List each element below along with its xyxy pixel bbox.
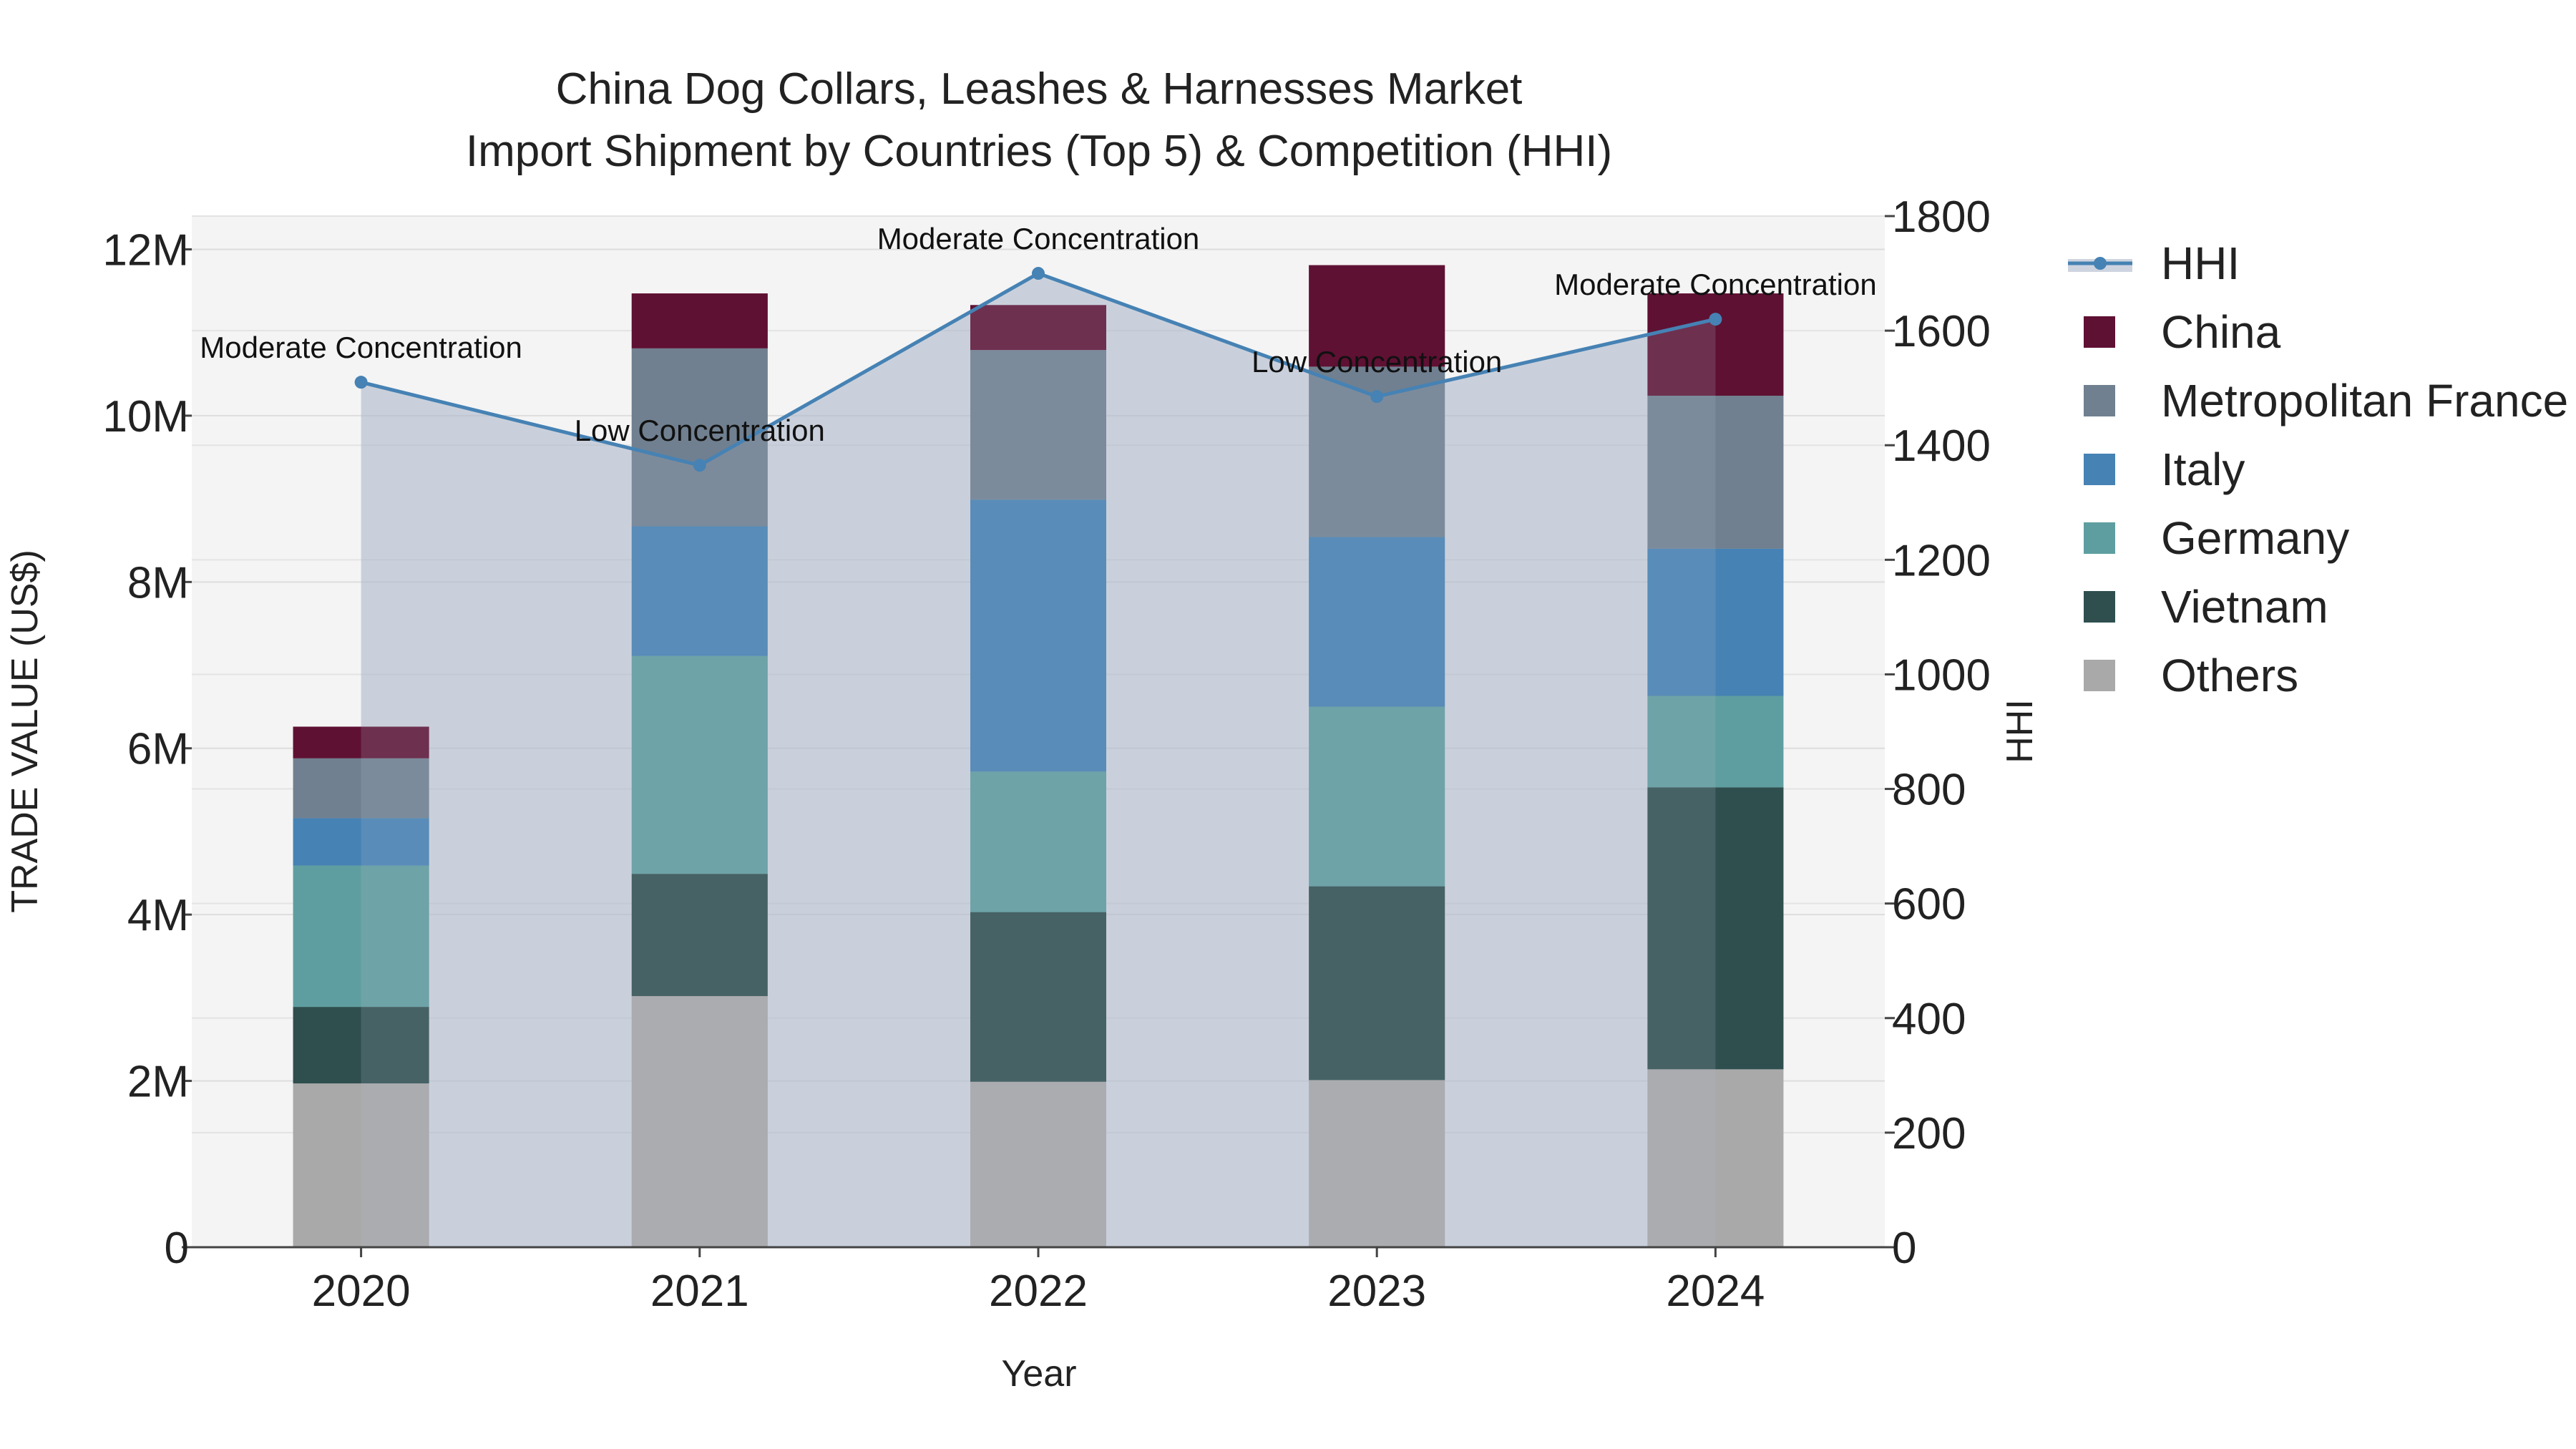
y2-tick-label: 800 [1892,766,1966,815]
legend-swatch-hhi-marker [2094,257,2107,270]
legend-swatch [2084,454,2115,485]
y2-tick-label: 1000 [1892,650,1991,700]
legend-swatch [2084,660,2115,691]
bar-germany-2022-overlay [970,771,1106,912]
bar-italy-2024-overlay [1647,548,1784,696]
y-tick-label: 12M [102,225,189,275]
legend: HHI China Metropolitan France Italy Germany V… [2068,238,2568,701]
y2-tick-label: 0 [1892,1224,1916,1273]
y-tick-label: 10M [102,392,189,441]
x-axis-title: Year [1001,1353,1076,1395]
y2-axis-ticks: 0 200 400 600 800 1000 1200 1400 1600 1800 [1885,192,1991,1273]
y-tick-label: 6M [127,725,189,774]
bar-metropolitan-france-2021-overlay [631,348,768,527]
y-tick-label: 2M [127,1058,189,1107]
bar-vietnam-2022-overlay [970,912,1106,1082]
legend-item-italy: Italy [2084,444,2245,495]
y-axis-ticks: 0 2M 4M 6M 8M 10M 12M [102,225,192,1273]
y2-tick-label: 1600 [1892,307,1991,356]
y2-tick-label: 1200 [1892,536,1991,585]
y2-tick-label: 1800 [1892,192,1991,242]
bar-china-2022-overlay [970,305,1106,351]
legend-label: China [2161,306,2281,358]
legend-item-vietnam: Vietnam [2084,581,2328,633]
bar-china-2023-overlay [1309,265,1445,367]
x-tick-label: 2022 [989,1267,1088,1316]
bar-vietnam-2020-overlay [293,1007,429,1084]
legend-swatch [2084,316,2115,348]
hhi-annotation-2023: Low Concentration [1252,345,1502,379]
bar-others-2024-overlay [1647,1069,1784,1247]
bar-germany-2021-overlay [631,655,768,874]
legend-label: Germany [2161,512,2349,564]
hhi-marker-2024 [1709,313,1722,326]
bar-vietnam-2021-overlay [631,874,768,997]
legend-label: Vietnam [2161,581,2328,633]
legend-swatch [2084,591,2115,623]
bar-vietnam-2024-overlay [1647,787,1784,1070]
bar-italy-2023-overlay [1309,537,1445,707]
x-tick-label: 2023 [1327,1267,1426,1316]
hhi-annotation-2022: Moderate Concentration [877,222,1200,255]
chart-title-line2: Import Shipment by Countries (Top 5) & C… [466,127,1612,176]
y2-axis-title: HHI [1999,699,2041,763]
x-tick-label: 2024 [1666,1267,1765,1316]
bar-metropolitan-france-2022-overlay [970,350,1106,500]
hhi-annotation-2024: Moderate Concentration [1554,268,1877,301]
bar-china-2024-overlay [1647,293,1784,396]
y-tick-label: 0 [165,1224,189,1273]
legend-label: Metropolitan France [2161,375,2568,426]
legend-label: Others [2161,650,2298,701]
bar-metropolitan-france-2024-overlay [1647,396,1784,549]
hhi-markers [354,267,1722,472]
legend-item-china: China [2084,306,2281,358]
bar-germany-2020-overlay [293,865,429,1008]
bar-italy-2021-overlay [631,526,768,656]
bar-germany-2023-overlay [1309,706,1445,887]
bar-others-2023-overlay [1309,1080,1445,1247]
hhi-marker-2023 [1370,390,1384,404]
hhi-marker-2022 [1032,267,1045,280]
hhi-annotation-2020: Moderate Concentration [200,331,522,364]
bar-germany-2024-overlay [1647,696,1784,788]
bar-china-2020-overlay [293,726,429,758]
y2-tick-label: 600 [1892,880,1966,930]
hhi-annotations: Moderate Concentration Low Concentration M… [200,222,1876,447]
y-tick-label: 8M [127,558,189,608]
x-tick-label: 2021 [650,1267,749,1316]
legend-item-metropolitan-france: Metropolitan France [2084,375,2568,426]
legend-swatch [2084,385,2115,416]
bar-italy-2020-overlay [293,818,429,866]
y-tick-label: 4M [127,891,189,940]
bar-others-2020-overlay [293,1083,429,1247]
legend-label: HHI [2161,238,2240,289]
x-tick-label: 2020 [312,1267,411,1316]
bar-china-2021-overlay [631,293,768,348]
bar-others-2022-overlay [970,1081,1106,1247]
hhi-annotation-2021: Low Concentration [575,414,825,447]
bars-overlay [293,265,1784,1247]
y2-tick-label: 200 [1892,1109,1966,1158]
y-axis-title: TRADE VALUE (US$) [4,550,46,913]
hhi-marker-2020 [354,376,368,389]
bar-italy-2022-overlay [970,499,1106,772]
bar-vietnam-2023-overlay [1309,886,1445,1080]
x-axis-ticks: 2020 2021 2022 2023 2024 [312,1247,1765,1316]
bar-metropolitan-france-2020-overlay [293,758,429,819]
chart-title-line1: China Dog Collars, Leashes & Harnesses M… [556,64,1523,114]
legend-item-hhi: HHI [2068,238,2240,289]
y2-tick-label: 1400 [1892,421,1991,471]
hhi-marker-2021 [693,459,706,472]
legend-item-others: Others [2084,650,2298,701]
legend-label: Italy [2161,444,2245,495]
legend-swatch [2084,522,2115,554]
legend-item-germany: Germany [2084,512,2349,564]
y2-tick-label: 400 [1892,995,1966,1044]
bar-others-2021-overlay [631,996,768,1247]
